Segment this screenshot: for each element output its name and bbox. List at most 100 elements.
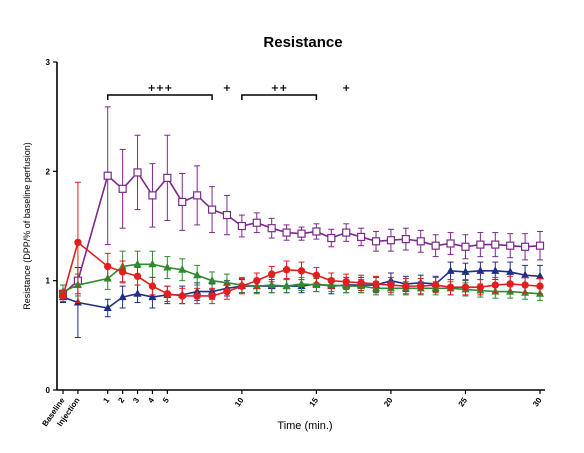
data-point xyxy=(371,237,381,246)
data-point xyxy=(491,266,500,274)
significance-label: +++ xyxy=(147,83,172,94)
data-point xyxy=(491,281,499,289)
data-point xyxy=(163,290,172,298)
data-point xyxy=(372,280,380,288)
significance-label: ++ xyxy=(271,83,288,94)
data-point xyxy=(148,259,157,268)
data-point xyxy=(282,266,291,274)
data-point xyxy=(506,280,514,288)
data-point xyxy=(267,270,276,278)
data-point xyxy=(535,241,545,250)
data-point xyxy=(342,278,350,286)
data-point xyxy=(178,292,186,300)
x-tick-label: 25 xyxy=(457,396,470,409)
x-tick-label: 30 xyxy=(531,396,544,409)
data-point xyxy=(178,197,187,207)
data-point xyxy=(386,236,396,245)
data-point xyxy=(133,272,142,280)
data-point xyxy=(267,224,276,233)
data-point xyxy=(222,210,232,220)
data-point xyxy=(252,218,261,227)
y-axis-label: Resistance (DPP/% of baseline perfusion) xyxy=(22,142,32,310)
chart-title: Resistance xyxy=(263,34,342,51)
data-point xyxy=(416,237,425,246)
data-point xyxy=(446,283,455,291)
data-point xyxy=(59,292,67,300)
data-point xyxy=(208,276,217,284)
x-axis-label: Time (min.) xyxy=(277,420,332,432)
data-point xyxy=(357,279,365,287)
data-point xyxy=(207,205,217,214)
data-point xyxy=(461,267,470,275)
data-point xyxy=(208,292,216,300)
data-point xyxy=(193,270,202,279)
data-point xyxy=(148,191,157,200)
data-point xyxy=(267,280,276,289)
data-point xyxy=(446,266,455,274)
data-point xyxy=(491,240,500,249)
data-point xyxy=(431,241,440,250)
data-point xyxy=(312,280,321,289)
data-point xyxy=(103,171,112,180)
y-tick-label: 3 xyxy=(46,58,51,67)
data-point xyxy=(148,282,157,290)
data-point xyxy=(133,289,142,297)
data-point xyxy=(461,242,470,251)
x-tick-label: 1 xyxy=(101,396,111,405)
data-point xyxy=(193,292,201,300)
data-point xyxy=(506,241,515,250)
data-point xyxy=(357,232,366,242)
data-point xyxy=(163,173,172,182)
data-point xyxy=(476,266,485,274)
significance-annotations: +++ + ++ + xyxy=(106,83,350,100)
data-point xyxy=(223,287,231,296)
significance-label: + xyxy=(342,83,350,94)
y-tick-label: 1 xyxy=(46,277,51,286)
data-point xyxy=(282,228,291,237)
data-point xyxy=(148,292,157,301)
data-point xyxy=(118,184,127,193)
data-point xyxy=(253,276,261,285)
data-point xyxy=(282,281,291,290)
data-point xyxy=(536,282,544,290)
data-point xyxy=(506,267,515,275)
data-point xyxy=(118,292,127,301)
data-point xyxy=(178,265,187,273)
data-point xyxy=(103,303,112,311)
data-point xyxy=(431,281,440,289)
data-point xyxy=(327,276,336,285)
data-point xyxy=(446,239,455,248)
data-point xyxy=(193,191,202,200)
data-point xyxy=(74,238,82,247)
data-point xyxy=(476,283,485,291)
significance-bracket xyxy=(106,94,213,100)
data-point xyxy=(312,227,321,236)
data-point xyxy=(312,271,321,279)
data-point xyxy=(133,168,142,177)
data-point xyxy=(118,268,127,276)
x-tick-label: 2 xyxy=(116,396,126,405)
data-point xyxy=(297,267,306,275)
data-point xyxy=(327,233,336,243)
x-tick-label: 3 xyxy=(131,396,141,405)
data-point xyxy=(297,229,306,238)
data-point xyxy=(476,240,485,249)
data-point xyxy=(163,262,172,271)
data-point xyxy=(417,282,425,290)
x-tick-label: 5 xyxy=(161,396,171,405)
data-point xyxy=(402,282,410,290)
data-point xyxy=(237,221,246,231)
x-tick-label: 10 xyxy=(233,396,246,409)
series-3 xyxy=(59,181,544,305)
x-tick-label: 4 xyxy=(146,396,156,405)
data-point xyxy=(238,282,246,290)
data-point xyxy=(461,283,470,291)
data-point xyxy=(387,281,395,289)
data-point xyxy=(297,279,306,287)
data-point xyxy=(520,242,530,251)
significance-label: + xyxy=(223,83,231,94)
series-layer xyxy=(58,106,545,339)
data-point xyxy=(104,262,112,271)
x-tick-label: 20 xyxy=(382,396,395,409)
